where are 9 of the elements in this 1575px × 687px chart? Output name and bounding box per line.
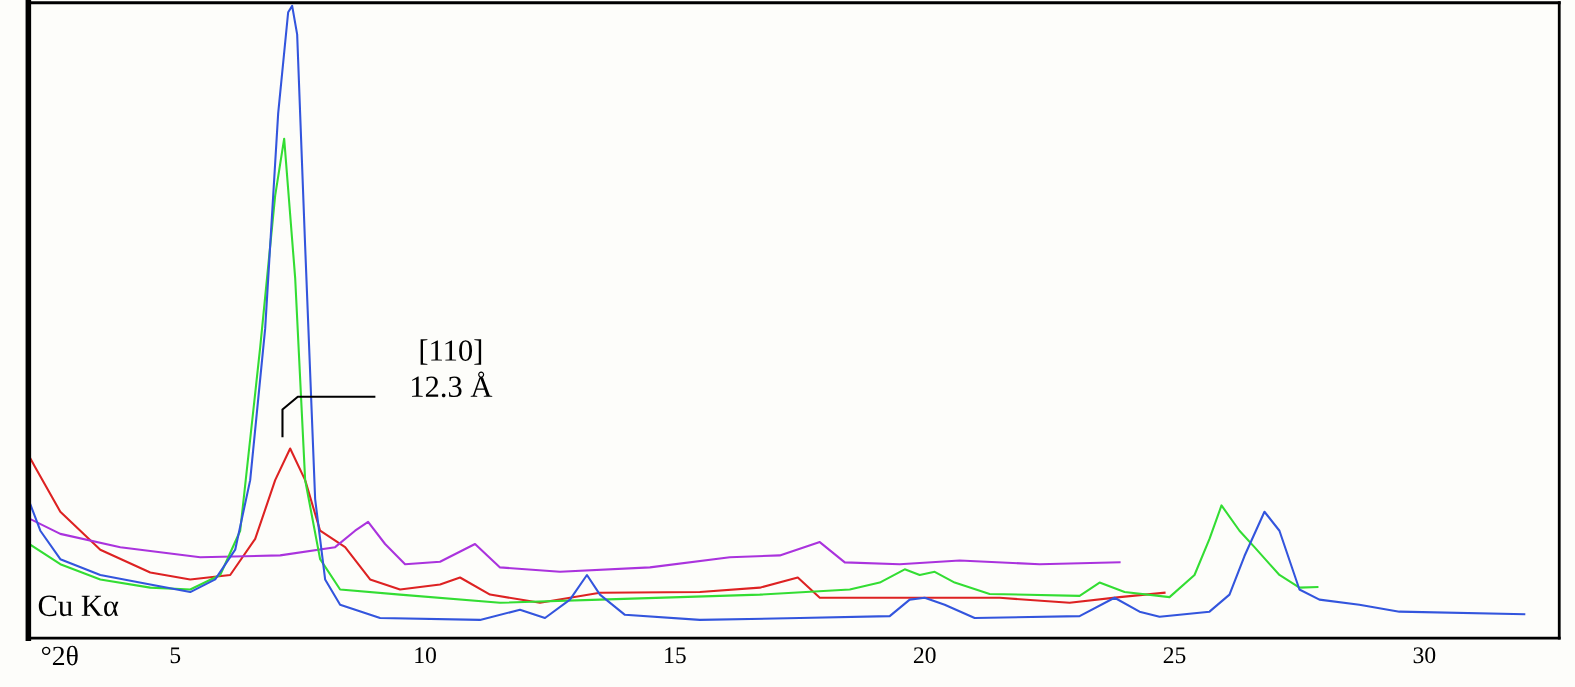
x-axis-title: °2θ — [41, 645, 78, 666]
annotation: [110] 12.3 Å — [411, 339, 493, 398]
x-tick-label: 25 — [1163, 647, 1186, 664]
x-tick-label: 10 — [415, 647, 436, 664]
x-tick-label: 15 — [665, 647, 686, 664]
annotation: Cu Kα — [38, 595, 119, 617]
x-tick-label: 5 — [170, 647, 181, 664]
x-tick-label: 20 — [913, 647, 936, 664]
x-tick-label: 30 — [1413, 647, 1436, 664]
